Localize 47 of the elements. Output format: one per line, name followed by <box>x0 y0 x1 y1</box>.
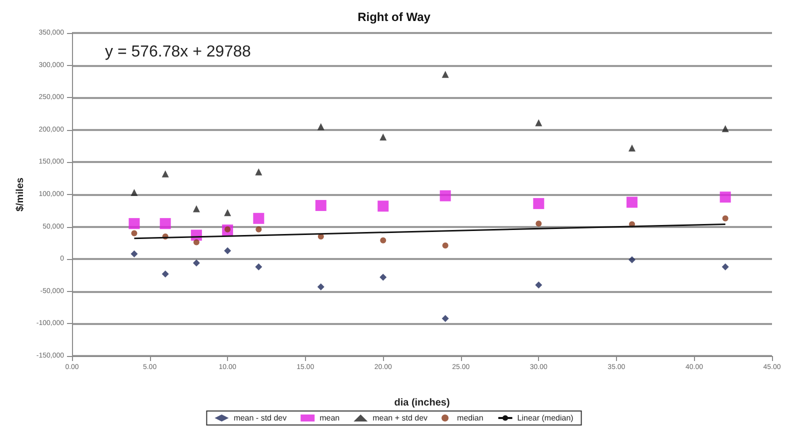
point <box>317 283 324 290</box>
point <box>535 119 542 126</box>
point <box>317 123 324 130</box>
point <box>162 170 169 178</box>
point <box>380 237 386 244</box>
legend-label: mean - std dev <box>234 414 287 422</box>
point <box>130 250 138 258</box>
point <box>253 212 264 224</box>
point <box>192 259 200 266</box>
point <box>722 125 729 132</box>
legend-label: median <box>457 414 484 422</box>
point <box>722 263 729 270</box>
annotation: y = 576.78x + 29788 <box>105 44 251 60</box>
point <box>440 190 451 202</box>
point <box>628 256 636 264</box>
chart-title: Right of Way <box>358 10 431 24</box>
point <box>160 218 171 230</box>
point <box>192 205 200 212</box>
legend-label: mean + std dev <box>372 414 428 422</box>
y-axis-title: $/miles <box>14 177 26 212</box>
x-axis-title: dia (inches) <box>394 398 450 408</box>
point <box>224 247 232 254</box>
legend-label: Linear (median) <box>517 414 574 422</box>
point <box>193 239 200 246</box>
point <box>720 192 731 203</box>
point <box>315 200 326 211</box>
point <box>533 198 544 210</box>
point <box>130 189 138 196</box>
point <box>442 242 448 249</box>
point <box>536 220 542 227</box>
point <box>626 196 638 208</box>
point <box>131 230 138 236</box>
point <box>224 209 232 216</box>
point <box>442 70 449 78</box>
point <box>380 274 387 281</box>
point <box>535 281 542 288</box>
point <box>162 270 169 278</box>
point <box>255 168 262 176</box>
point <box>128 218 140 230</box>
point <box>378 200 389 212</box>
point <box>628 144 636 152</box>
point <box>256 226 262 232</box>
legend-label: mean <box>320 414 340 422</box>
point <box>380 134 387 141</box>
point <box>442 315 449 322</box>
point <box>722 215 728 222</box>
point <box>255 263 262 270</box>
